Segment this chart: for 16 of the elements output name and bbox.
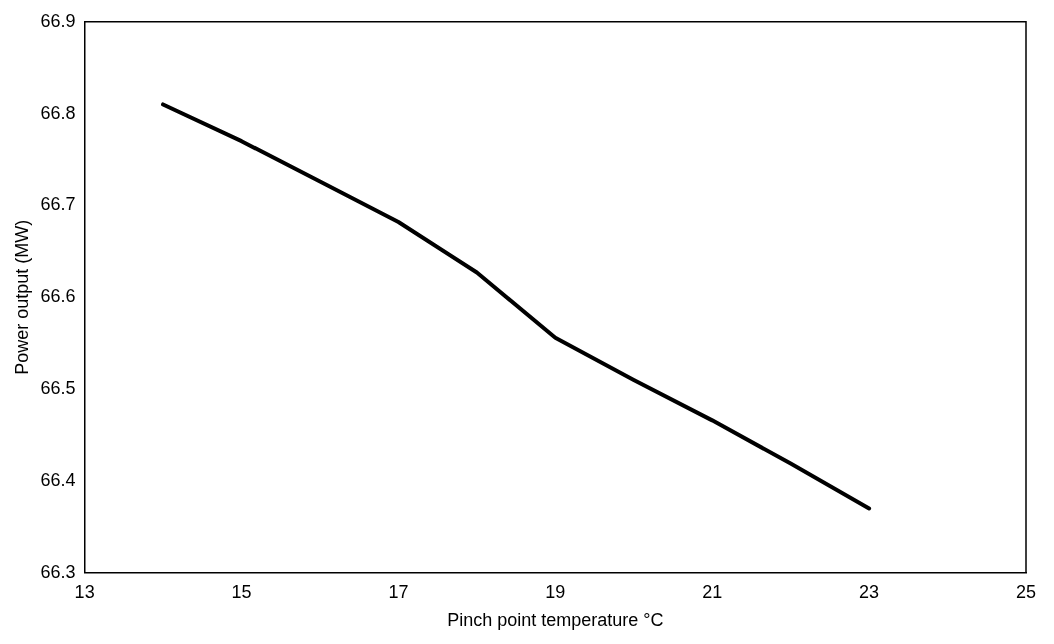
x-tick-label: 21 bbox=[702, 581, 723, 602]
y-tick-label: 66.7 bbox=[40, 194, 76, 215]
y-axis-title: Power output (MW) bbox=[11, 219, 32, 375]
y-tick-label: 66.6 bbox=[40, 286, 76, 307]
y-tick-label: 66.8 bbox=[40, 102, 76, 123]
y-tick-label: 66.3 bbox=[40, 561, 76, 582]
y-tick-label: 66.5 bbox=[40, 378, 76, 399]
x-axis-title: Pinch point temperature °C bbox=[447, 610, 664, 631]
y-tick-label: 66.9 bbox=[40, 10, 76, 31]
y-tick-label: 66.4 bbox=[40, 469, 76, 490]
x-tick-label: 23 bbox=[859, 581, 880, 602]
x-tick-label: 13 bbox=[74, 581, 95, 602]
x-tick-label: 15 bbox=[231, 581, 252, 602]
x-tick-label: 25 bbox=[1015, 581, 1037, 602]
x-tick-label: 19 bbox=[545, 581, 566, 602]
x-tick-label: 17 bbox=[388, 581, 409, 602]
